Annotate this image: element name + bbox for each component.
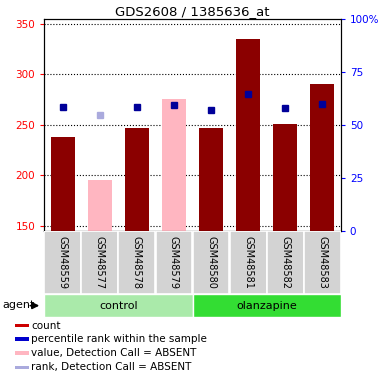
Bar: [44, 231, 81, 294]
Text: GSM48582: GSM48582: [280, 236, 290, 289]
Bar: [15, 338, 29, 340]
Bar: [51, 137, 75, 231]
Text: GSM48580: GSM48580: [206, 236, 216, 289]
Bar: [273, 124, 297, 231]
Text: agent: agent: [2, 300, 35, 309]
Text: rank, Detection Call = ABSENT: rank, Detection Call = ABSENT: [31, 363, 192, 372]
Text: GSM48581: GSM48581: [243, 236, 253, 289]
Bar: [267, 231, 304, 294]
Bar: [304, 231, 341, 294]
Bar: [156, 231, 192, 294]
Bar: [229, 231, 266, 294]
Bar: [192, 294, 341, 317]
Bar: [192, 231, 229, 294]
Text: control: control: [99, 301, 138, 310]
Bar: [119, 231, 156, 294]
Bar: [162, 99, 186, 231]
Text: GSM48583: GSM48583: [317, 236, 327, 289]
Bar: [310, 84, 334, 231]
Bar: [15, 324, 29, 327]
Text: percentile rank within the sample: percentile rank within the sample: [31, 334, 207, 344]
Text: count: count: [31, 321, 61, 331]
Bar: [88, 180, 112, 231]
Bar: [199, 128, 223, 231]
Text: value, Detection Call = ABSENT: value, Detection Call = ABSENT: [31, 348, 197, 358]
Bar: [44, 294, 192, 317]
Bar: [236, 39, 260, 231]
Text: olanzapine: olanzapine: [236, 301, 297, 310]
Bar: [81, 231, 118, 294]
Text: GSM48577: GSM48577: [95, 236, 105, 289]
Bar: [15, 351, 29, 354]
Title: GDS2608 / 1385636_at: GDS2608 / 1385636_at: [115, 4, 270, 18]
Bar: [125, 128, 149, 231]
Text: GSM48579: GSM48579: [169, 236, 179, 289]
Bar: [15, 366, 29, 369]
Text: GSM48578: GSM48578: [132, 236, 142, 289]
Text: GSM48559: GSM48559: [58, 236, 68, 289]
